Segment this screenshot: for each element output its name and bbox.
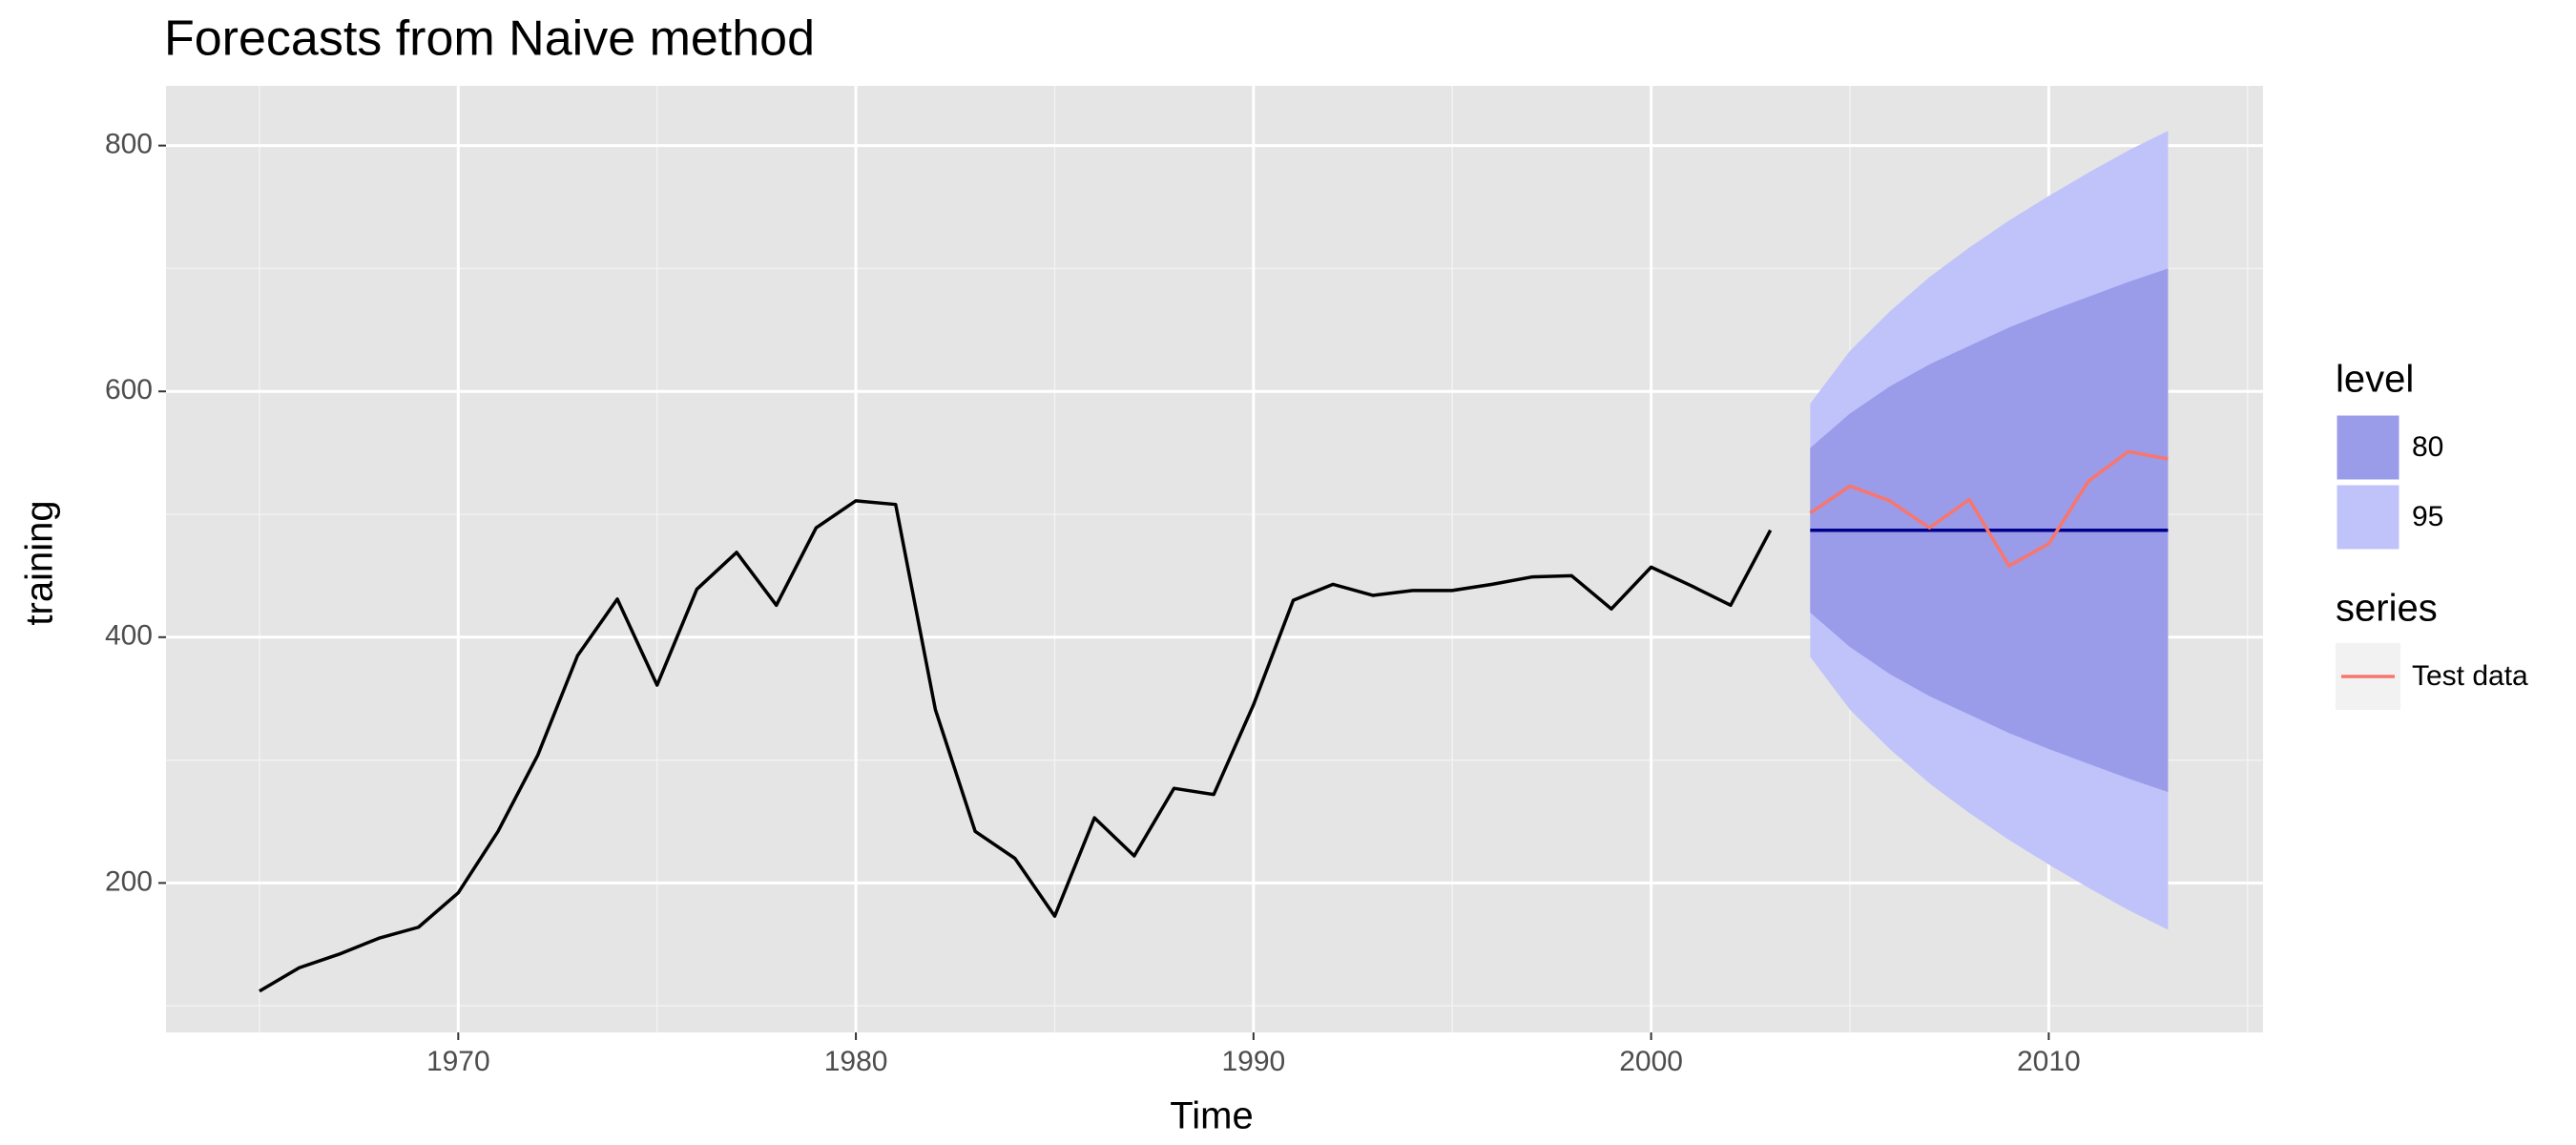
y-tick-label: 600 [105, 374, 153, 406]
x-tick-label: 2000 [1619, 1046, 1683, 1077]
chart-title: Forecasts from Naive method [164, 11, 815, 67]
y-tick-label: 200 [105, 865, 153, 897]
line [259, 499, 1773, 993]
legend-label: Test data [2412, 660, 2528, 692]
x-tick-label: 2010 [2017, 1046, 2081, 1077]
legend-label: 95 [2412, 501, 2443, 532]
series-line [1809, 449, 2169, 568]
legend-title: series [2336, 588, 2438, 630]
x-axis-label: Time [1170, 1095, 1253, 1137]
y-axis-label: training [19, 500, 61, 625]
x-tick-label: 1980 [824, 1046, 888, 1077]
y-tick-label: 400 [105, 620, 153, 652]
legend-title: level [2336, 359, 2414, 401]
legend-key [2334, 412, 2402, 483]
legend-key [2334, 482, 2402, 552]
legend-label: 80 [2412, 431, 2443, 463]
y-tick-label: 800 [105, 129, 153, 160]
x-tick-label: 1970 [426, 1046, 490, 1077]
x-tick-label: 1990 [1221, 1046, 1285, 1077]
